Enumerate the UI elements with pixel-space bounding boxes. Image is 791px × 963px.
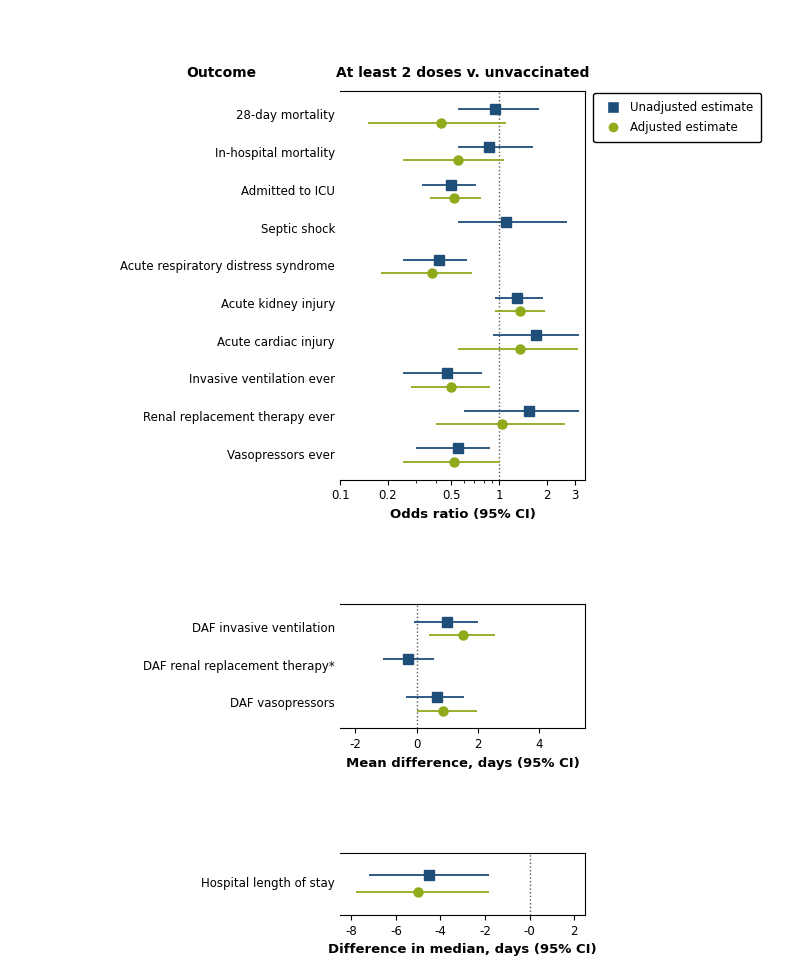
Legend: Unadjusted estimate, Adjusted estimate: Unadjusted estimate, Adjusted estimate [593,92,762,143]
Text: DAF invasive ventilation: DAF invasive ventilation [192,622,335,635]
Text: Outcome: Outcome [187,65,256,80]
X-axis label: Mean difference, days (95% CI): Mean difference, days (95% CI) [346,757,580,769]
Text: Acute cardiac injury: Acute cardiac injury [218,335,335,349]
Text: At least 2 doses v. unvaccinated: At least 2 doses v. unvaccinated [336,65,589,80]
Text: 28-day mortality: 28-day mortality [237,110,335,122]
Text: DAF vasopressors: DAF vasopressors [230,697,335,711]
Text: Vasopressors ever: Vasopressors ever [227,449,335,461]
Text: Renal replacement therapy ever: Renal replacement therapy ever [143,411,335,424]
Text: DAF renal replacement therapy*: DAF renal replacement therapy* [143,660,335,673]
Text: In-hospital mortality: In-hospital mortality [215,147,335,160]
X-axis label: Odds ratio (95% CI): Odds ratio (95% CI) [390,508,536,521]
X-axis label: Difference in median, days (95% CI): Difference in median, days (95% CI) [328,943,597,956]
Text: Admitted to ICU: Admitted to ICU [241,185,335,197]
Text: Septic shock: Septic shock [261,222,335,236]
Text: Acute kidney injury: Acute kidney injury [221,298,335,311]
Text: Hospital length of stay: Hospital length of stay [202,877,335,891]
Text: Invasive ventilation ever: Invasive ventilation ever [189,374,335,386]
Text: Acute respiratory distress syndrome: Acute respiratory distress syndrome [120,260,335,273]
